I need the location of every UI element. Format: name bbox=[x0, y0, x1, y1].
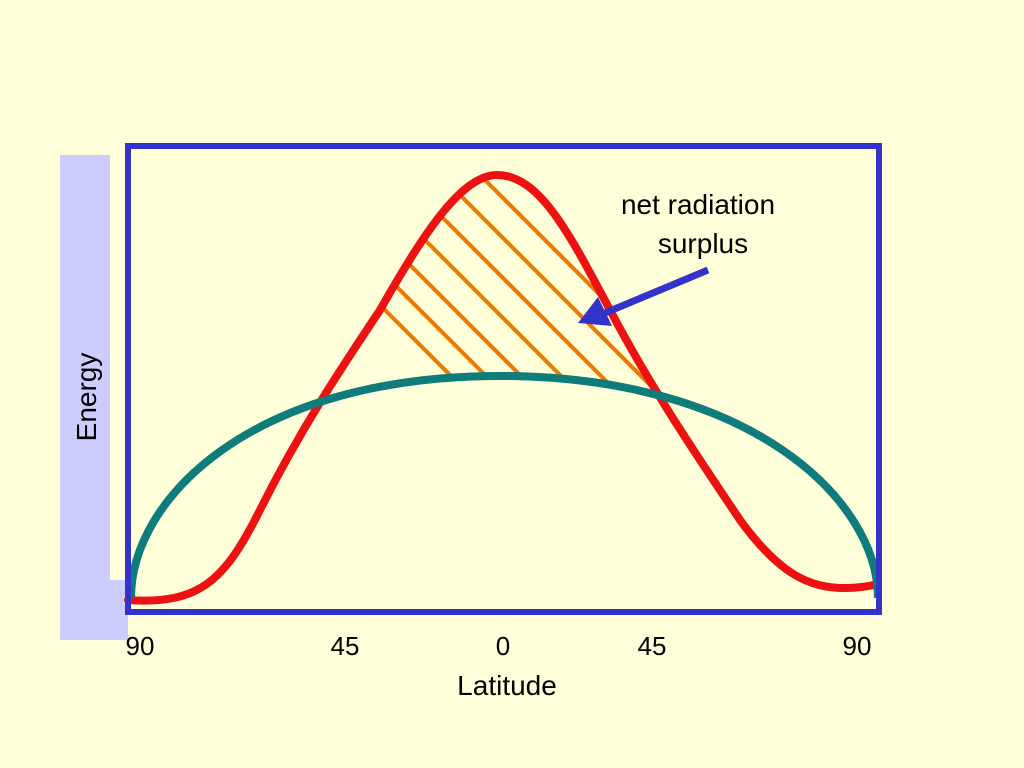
annotation-line-1: net radiation bbox=[621, 189, 775, 220]
y-axis-label-bar bbox=[60, 155, 110, 640]
surplus-arrow bbox=[578, 266, 710, 326]
x-tick-label: 0 bbox=[496, 631, 510, 661]
y-axis-label-bar-step bbox=[110, 580, 128, 640]
x-tick-label: 90 bbox=[126, 631, 155, 661]
x-tick-label: 45 bbox=[638, 631, 667, 661]
chart-frame bbox=[125, 143, 882, 615]
x-tick-label: 90 bbox=[843, 631, 872, 661]
y-axis-label: Energy bbox=[71, 353, 102, 442]
red-curve bbox=[124, 170, 882, 605]
teal-curve bbox=[127, 371, 882, 599]
x-axis-label: Latitude bbox=[457, 670, 557, 701]
x-tick-label: 45 bbox=[331, 631, 360, 661]
annotation-line-2: surplus bbox=[658, 228, 748, 259]
